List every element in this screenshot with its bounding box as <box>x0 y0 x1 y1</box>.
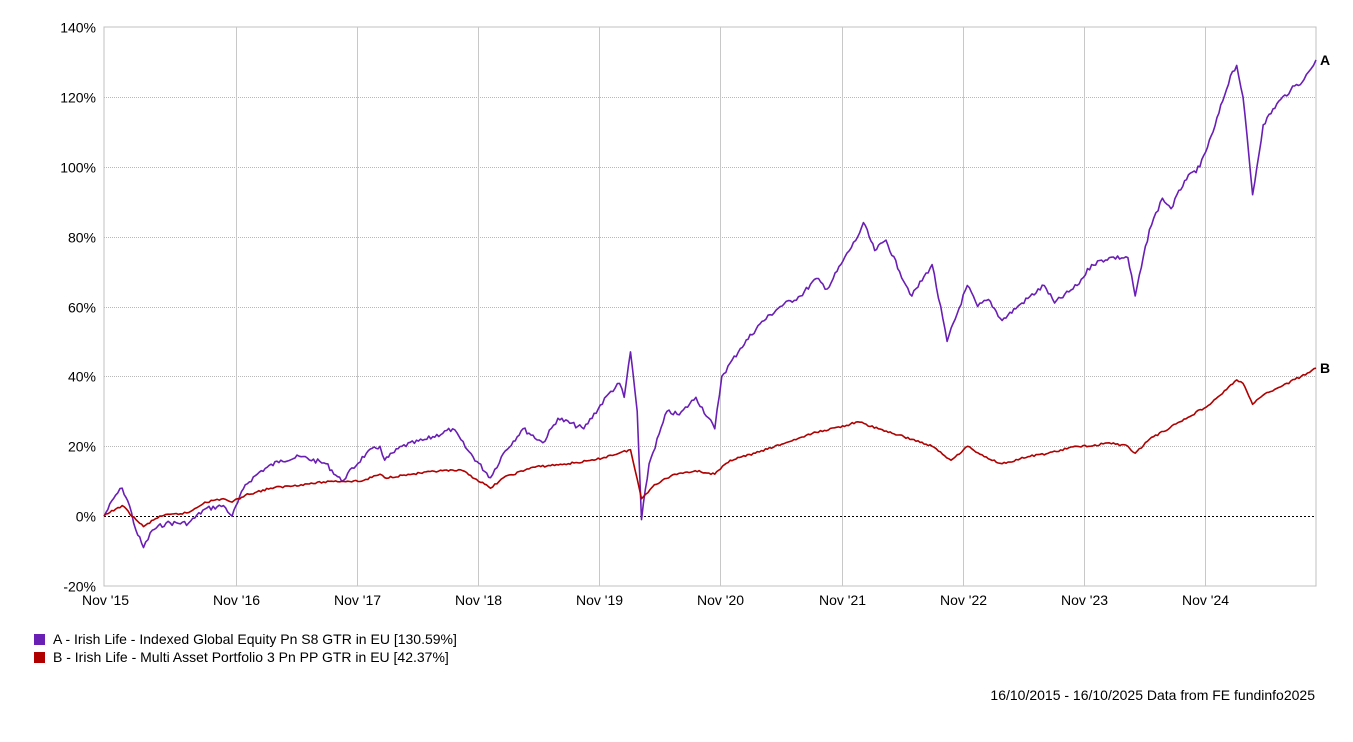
series-end-label-b: B <box>1320 360 1330 376</box>
y-axis-ticks: -20% 0% 20% 40% 60% 80% 100% 120% 140% <box>60 20 96 595</box>
x-tick-label: Nov '16 <box>213 592 260 608</box>
x-tick-label: Nov '17 <box>334 592 381 608</box>
performance-chart: -20%0%20%40%60%80%100%120%140% Nov '15 No… <box>60 20 1330 609</box>
y-tick-label: 60% <box>68 300 96 316</box>
x-tick-label: Nov '19 <box>576 592 623 608</box>
legend-item-b: B - Irish Life - Multi Asset Portfolio 3… <box>34 648 457 666</box>
legend-swatch-b <box>34 651 45 663</box>
y-tick-label: 120% <box>60 90 96 106</box>
series-end-label-a: A <box>1320 52 1330 68</box>
data-source-footer: 16/10/2015 - 16/10/2025 Data from FE fun… <box>990 687 1315 703</box>
x-tick-label: Nov '23 <box>1061 592 1108 608</box>
series-line-b <box>103 367 1317 528</box>
x-axis-ticks: Nov '15 Nov '16 Nov '17 Nov '18 Nov '19 Nov '… <box>82 592 1229 608</box>
y-tick-label: -20% <box>63 579 96 595</box>
legend-label-b: B - Irish Life - Multi Asset Portfolio 3… <box>53 649 449 665</box>
chart-grid <box>103 26 1317 587</box>
chart-series <box>103 59 1317 549</box>
plot-frame <box>103 26 1317 587</box>
legend-label-a: A - Irish Life - Indexed Global Equity P… <box>53 631 457 647</box>
y-tick-label: 80% <box>68 230 96 246</box>
x-tick-label: Nov '20 <box>697 592 744 608</box>
y-tick-label: 40% <box>68 369 96 385</box>
x-tick-label: Nov '21 <box>819 592 866 608</box>
series-line-a <box>103 59 1317 549</box>
chart-legend: A - Irish Life - Indexed Global Equity P… <box>34 630 457 666</box>
x-tick-label: Nov '15 <box>82 592 129 608</box>
legend-item-a: A - Irish Life - Indexed Global Equity P… <box>34 630 457 648</box>
y-tick-label: 140% <box>60 20 96 36</box>
y-tick-label: 100% <box>60 160 96 176</box>
x-tick-label: Nov '18 <box>455 592 502 608</box>
series-end-labels: AB <box>1320 52 1330 376</box>
legend-swatch-a <box>34 633 45 645</box>
x-tick-label: Nov '22 <box>940 592 987 608</box>
y-tick-label: 0% <box>76 509 96 525</box>
x-tick-label: Nov '24 <box>1182 592 1229 608</box>
y-tick-label: 20% <box>68 439 96 455</box>
